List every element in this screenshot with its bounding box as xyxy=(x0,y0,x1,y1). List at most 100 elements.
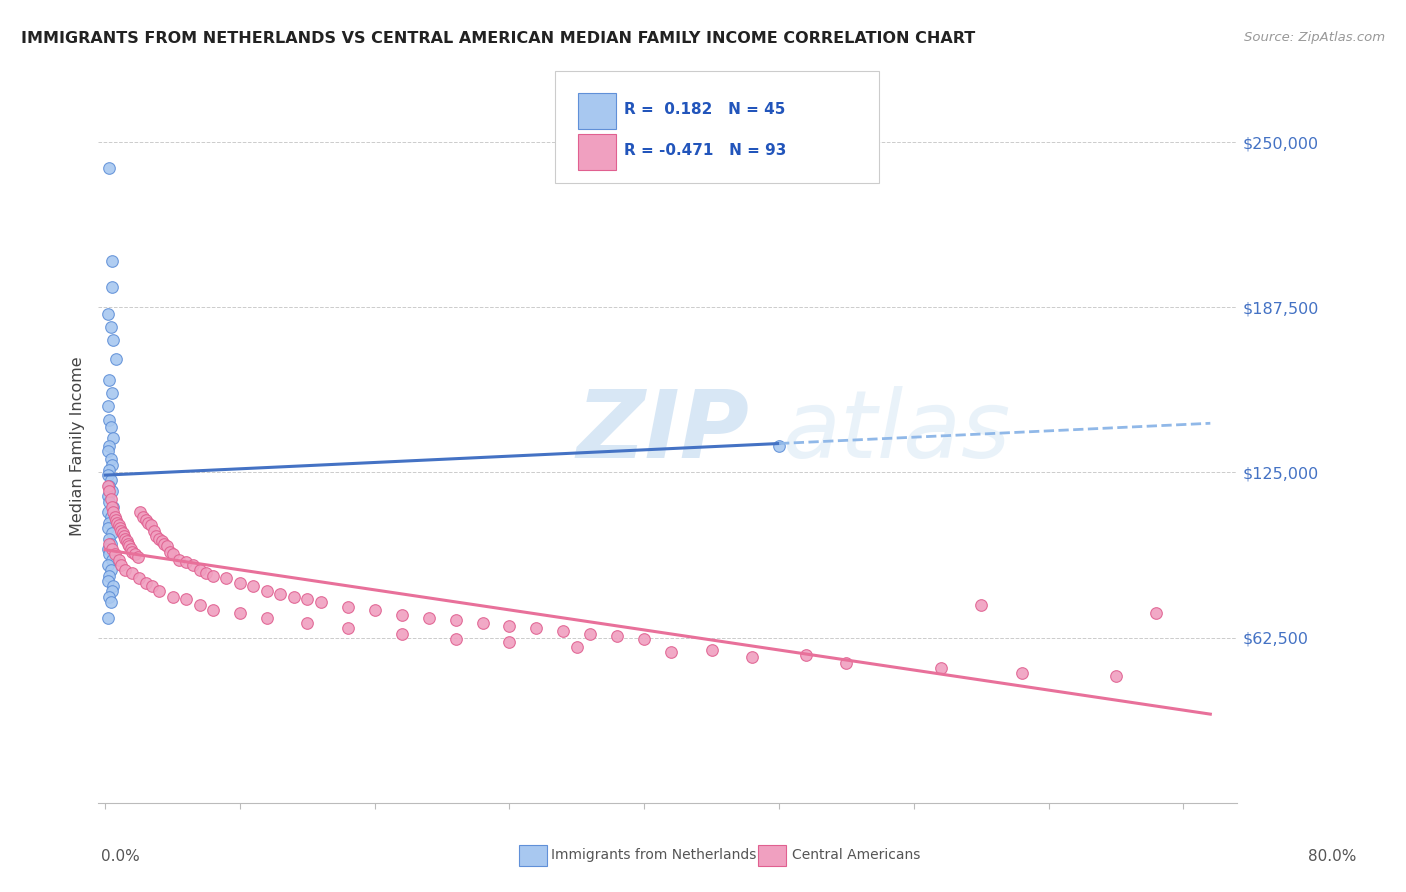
Point xyxy=(553,624,575,638)
Point xyxy=(145,529,167,543)
Point xyxy=(391,626,413,640)
Text: 0.0%: 0.0% xyxy=(101,849,141,863)
Point xyxy=(188,563,211,577)
Point xyxy=(117,537,139,551)
Point xyxy=(156,540,179,554)
Point xyxy=(297,592,319,607)
Point xyxy=(169,552,191,566)
Point xyxy=(100,420,122,434)
Text: R =  0.182   N = 45: R = 0.182 N = 45 xyxy=(624,102,786,117)
Point xyxy=(100,510,122,524)
Point xyxy=(107,518,129,533)
Point xyxy=(336,600,359,615)
Point xyxy=(794,648,817,662)
Point xyxy=(565,640,588,654)
Point xyxy=(100,320,122,334)
Point xyxy=(929,661,952,675)
Point xyxy=(104,351,127,366)
Point xyxy=(256,611,278,625)
Text: 80.0%: 80.0% xyxy=(1309,849,1357,863)
Point xyxy=(100,474,122,488)
Point xyxy=(659,645,682,659)
Point xyxy=(97,574,120,588)
Point xyxy=(101,552,124,566)
Point xyxy=(309,595,332,609)
Text: ZIP: ZIP xyxy=(576,385,749,478)
Point xyxy=(97,400,120,414)
Point xyxy=(97,444,120,458)
Point xyxy=(174,592,197,607)
Point xyxy=(101,254,124,268)
Point xyxy=(103,500,125,514)
Point xyxy=(741,650,763,665)
Point xyxy=(115,534,138,549)
Point xyxy=(1105,669,1128,683)
Point xyxy=(101,526,124,541)
Point xyxy=(970,598,993,612)
Point xyxy=(108,521,131,535)
Point xyxy=(269,587,291,601)
Point xyxy=(128,571,150,585)
Point xyxy=(162,590,184,604)
Point xyxy=(768,439,790,453)
Point xyxy=(114,532,136,546)
Point xyxy=(104,547,127,561)
Point xyxy=(283,590,305,604)
Point xyxy=(195,566,218,580)
Point xyxy=(107,552,129,566)
Point xyxy=(97,558,120,572)
Point xyxy=(121,545,143,559)
Point xyxy=(229,576,252,591)
Point xyxy=(101,280,124,294)
Point xyxy=(120,542,142,557)
Point xyxy=(606,629,628,643)
Text: Central Americans: Central Americans xyxy=(792,848,920,863)
Point xyxy=(121,566,143,580)
Point xyxy=(1144,606,1167,620)
Point xyxy=(100,563,122,577)
Point xyxy=(101,483,124,498)
Point xyxy=(97,611,120,625)
Point xyxy=(114,563,136,577)
Point xyxy=(148,584,170,599)
Text: Immigrants from Netherlands: Immigrants from Netherlands xyxy=(551,848,756,863)
Point xyxy=(97,307,120,321)
Text: IMMIGRANTS FROM NETHERLANDS VS CENTRAL AMERICAN MEDIAN FAMILY INCOME CORRELATION: IMMIGRANTS FROM NETHERLANDS VS CENTRAL A… xyxy=(21,31,976,46)
Point xyxy=(215,571,238,585)
Point xyxy=(98,590,121,604)
Point xyxy=(188,598,211,612)
Point xyxy=(444,632,467,646)
Point xyxy=(97,489,120,503)
Point xyxy=(418,611,440,625)
Point xyxy=(98,161,121,176)
Point xyxy=(100,452,122,467)
Point xyxy=(97,505,120,519)
Point xyxy=(97,521,120,535)
Point xyxy=(700,642,723,657)
Point xyxy=(256,584,278,599)
Point xyxy=(98,373,121,387)
Point xyxy=(142,524,165,538)
Point xyxy=(336,621,359,635)
Point xyxy=(444,614,467,628)
Point xyxy=(103,579,125,593)
Point xyxy=(136,516,159,530)
Point xyxy=(835,656,858,670)
Point xyxy=(100,491,122,506)
Point xyxy=(104,513,127,527)
Point xyxy=(242,579,264,593)
Text: atlas: atlas xyxy=(782,386,1010,477)
Point xyxy=(98,478,121,492)
Point xyxy=(391,608,413,623)
Point xyxy=(201,603,224,617)
Point xyxy=(101,500,124,514)
Point xyxy=(98,547,121,561)
Point xyxy=(132,510,155,524)
Point xyxy=(97,468,120,483)
Point xyxy=(498,618,520,632)
Point xyxy=(103,431,125,445)
Y-axis label: Median Family Income: Median Family Income xyxy=(70,356,86,536)
Point xyxy=(98,412,121,426)
Point xyxy=(118,540,141,554)
Point xyxy=(153,537,176,551)
